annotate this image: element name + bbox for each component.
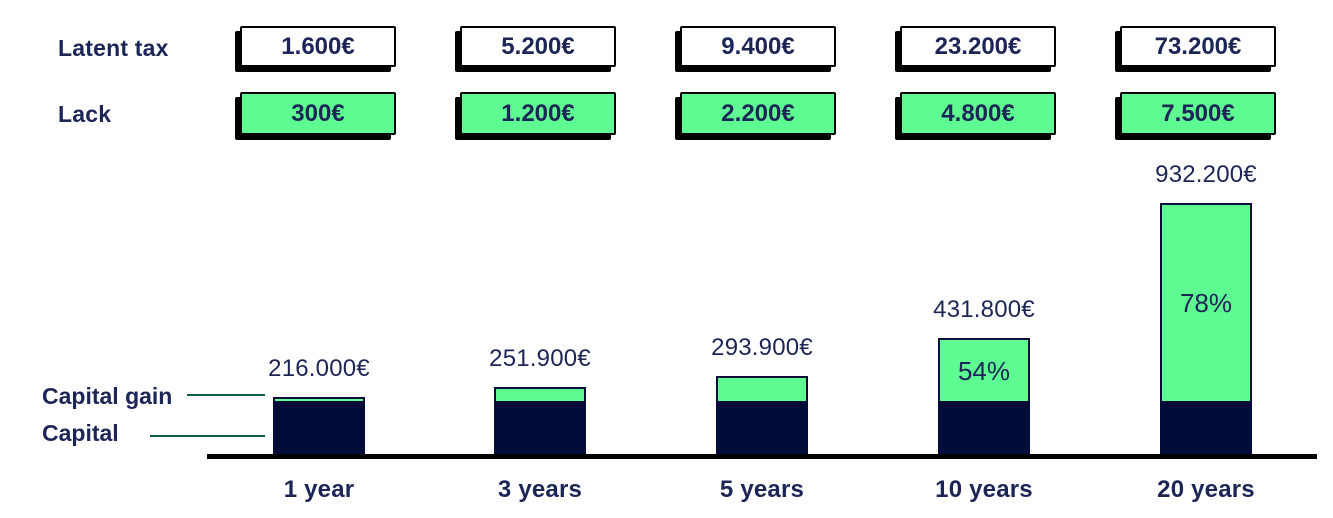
bar-10-years: [938, 338, 1030, 455]
bar-total-label: 293.900€: [711, 334, 813, 361]
latent-tax-box: 1.600€: [240, 26, 396, 67]
x-axis-category-label: 1 year: [283, 476, 355, 503]
latent-tax-box: 9.400€: [680, 26, 836, 67]
bar-total-label: 431.800€: [933, 296, 1035, 323]
bar-total-label: 216.000€: [268, 355, 370, 382]
latent-tax-box: 23.200€: [900, 26, 1056, 67]
x-axis-category-label: 5 years: [719, 476, 805, 503]
capital-pointer-line: [150, 435, 265, 437]
bar-total-label: 251.900€: [489, 345, 591, 372]
latent-tax-row-label: Latent tax: [58, 35, 169, 61]
bar-3-years: [494, 387, 586, 455]
x-axis-category-label: 10 years: [935, 476, 1033, 503]
capital-gain-segment: [718, 378, 806, 401]
bar-total-label: 932.200€: [1155, 161, 1257, 188]
capital-gain-legend-label: Capital gain: [42, 383, 173, 409]
capital-gain-segment: [496, 389, 584, 401]
lack-box: 1.200€: [460, 92, 616, 135]
lack-box: 2.200€: [680, 92, 836, 135]
capital-gain-segment: [940, 340, 1028, 401]
capital-legend-label: Capital: [42, 420, 119, 446]
capital-gain-pointer-line: [187, 394, 265, 396]
latent-tax-box: 73.200€: [1120, 26, 1276, 67]
capital-gain-segment: [1162, 205, 1250, 401]
bar-20-years: [1160, 203, 1252, 455]
gain-percent-label: 54%: [957, 355, 1011, 386]
lack-row-label: Lack: [58, 101, 112, 127]
lack-box: 7.500€: [1120, 92, 1276, 135]
lack-box: 4.800€: [900, 92, 1056, 135]
bar-1-year: [273, 397, 365, 455]
x-axis-line: [207, 454, 1317, 459]
gain-percent-label: 78%: [1179, 288, 1233, 318]
x-axis-category-label: 3 years: [497, 476, 583, 503]
x-axis-category-label: 20 years: [1157, 476, 1255, 503]
bar-5-years: [716, 376, 808, 455]
latent-tax-box: 5.200€: [460, 26, 616, 67]
capital-gain-segment: [275, 399, 363, 401]
lack-box: 300€: [240, 92, 396, 135]
